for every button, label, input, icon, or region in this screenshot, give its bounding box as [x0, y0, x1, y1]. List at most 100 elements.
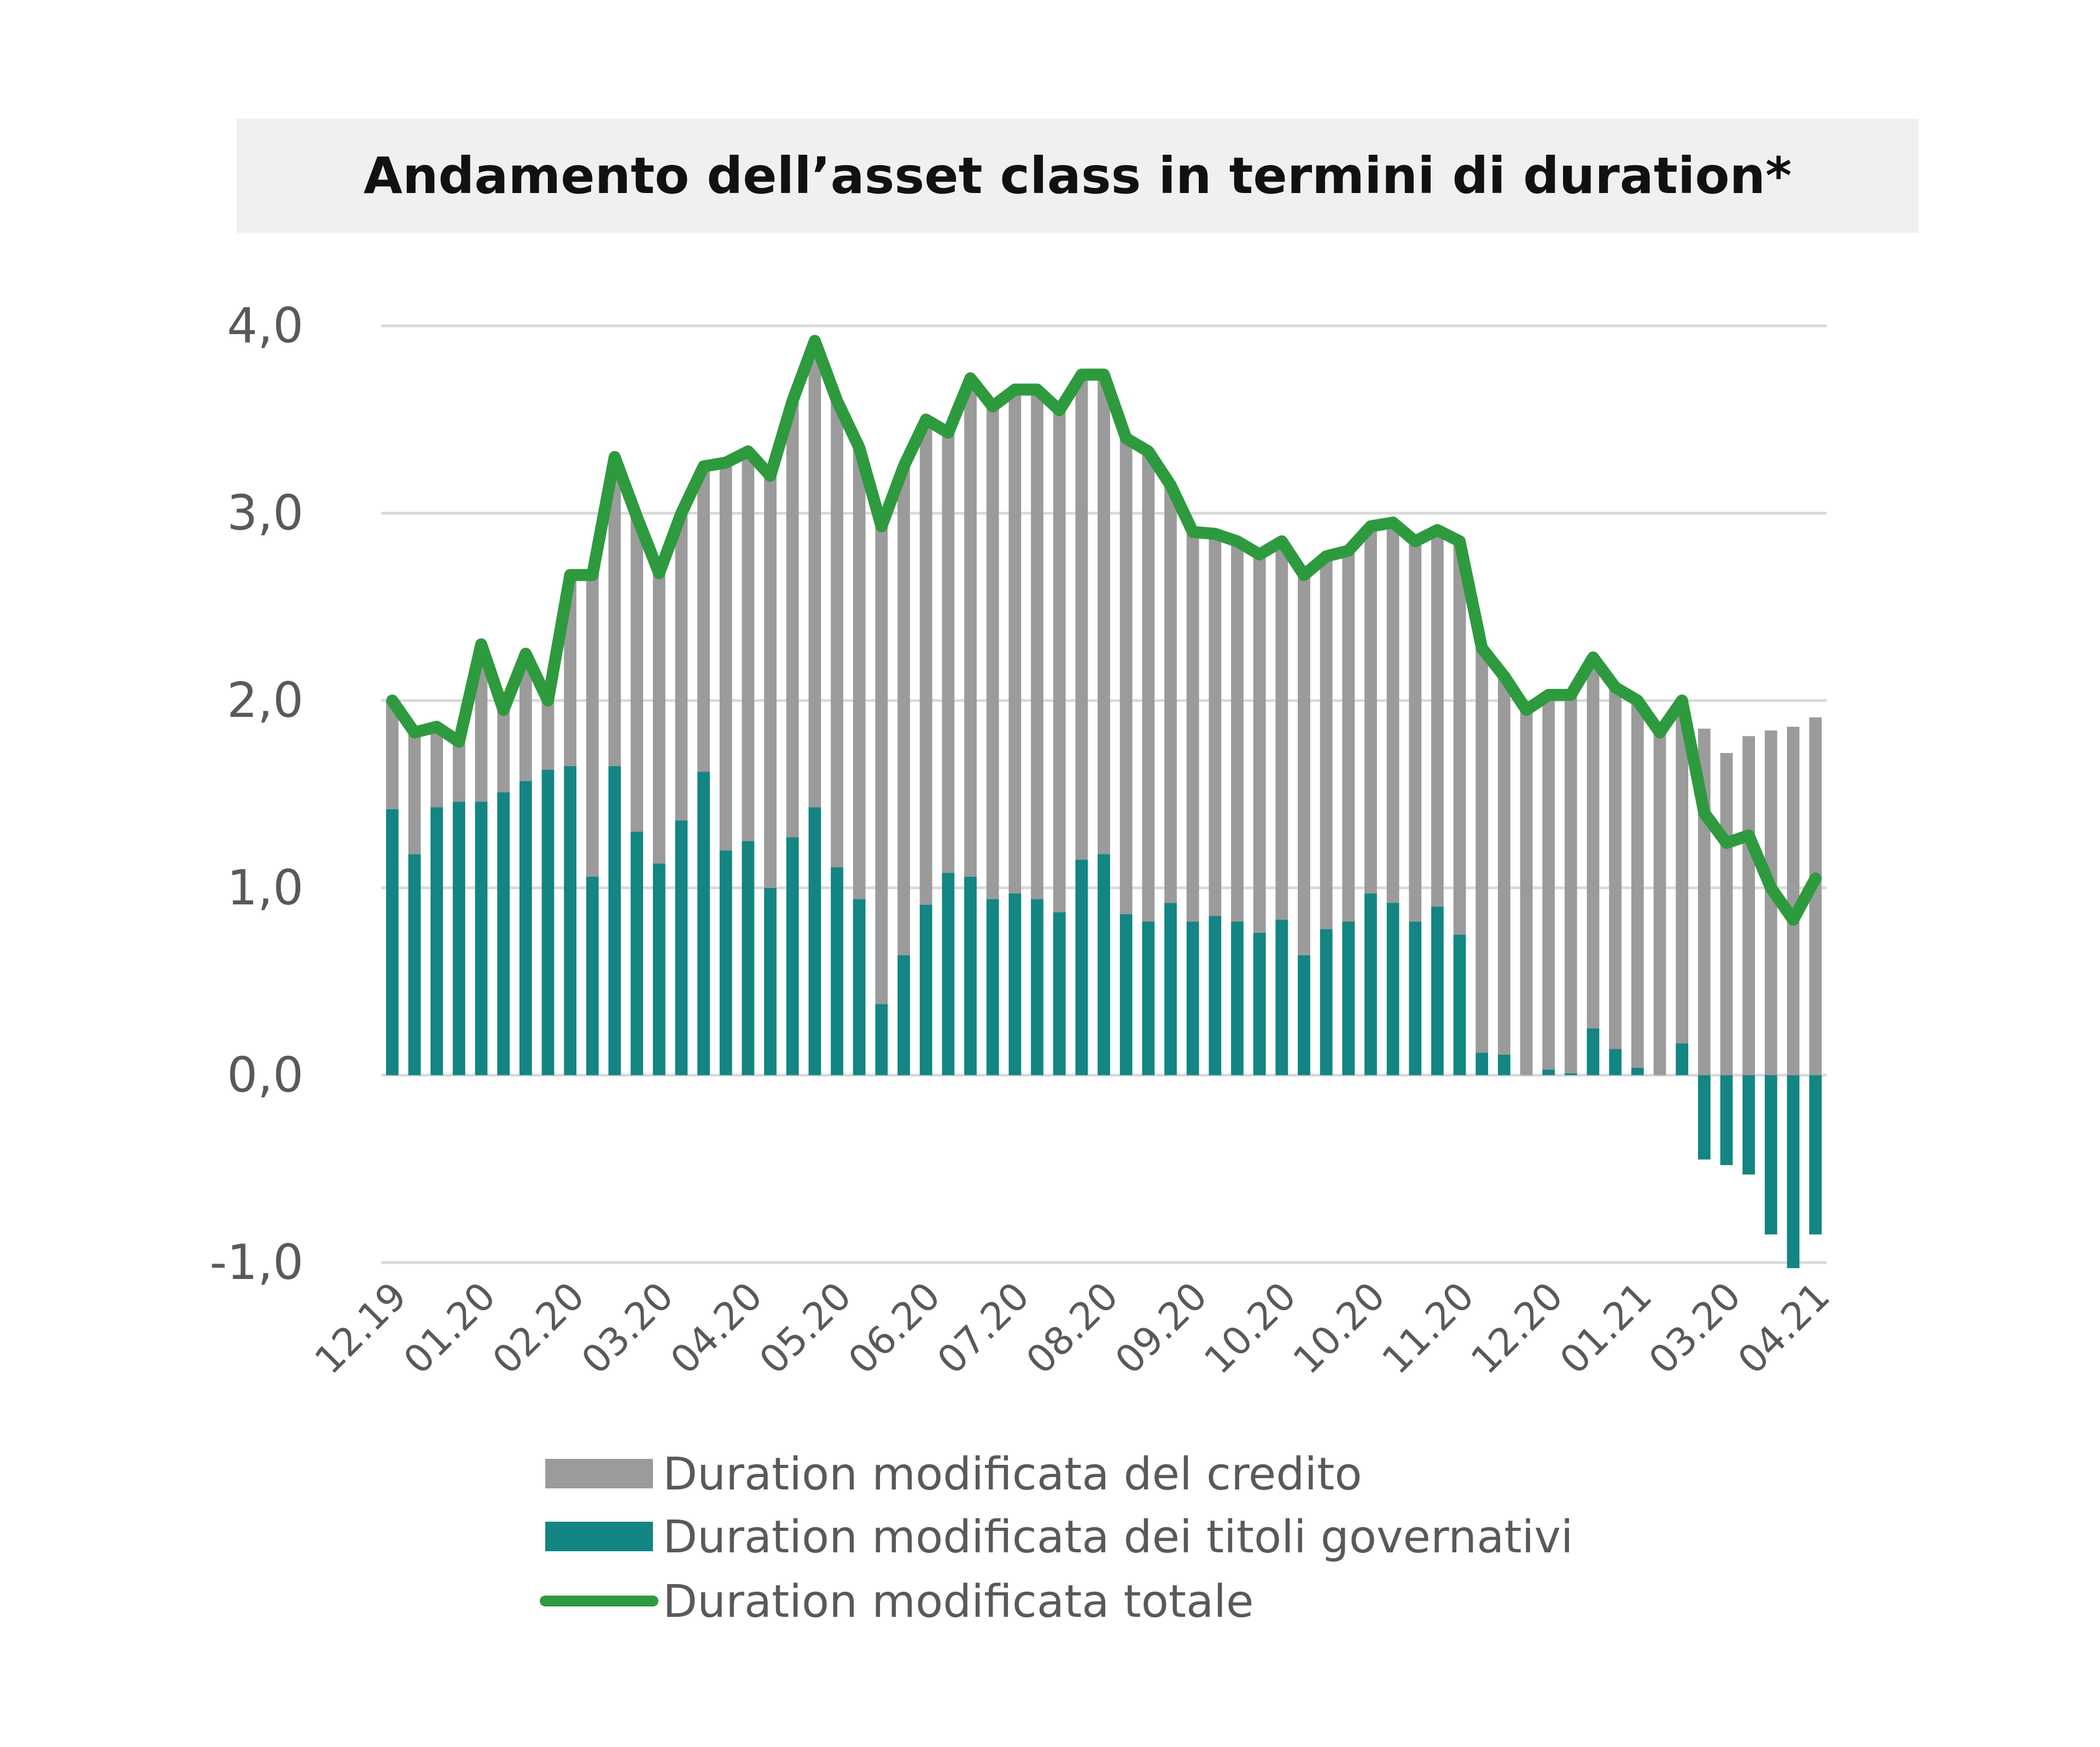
bar-credito	[1542, 694, 1555, 1070]
x-tick-label: 05.20	[751, 1273, 860, 1383]
bar-governativi	[652, 863, 666, 1076]
bar-credito	[541, 700, 555, 770]
bar-credito	[897, 466, 910, 956]
x-axis-ticks: 12.1901.2002.2003.2004.2005.2006.2007.20…	[306, 1273, 1839, 1383]
bar-governativi	[853, 899, 866, 1076]
bar-credito	[919, 419, 932, 905]
bar-governativi	[1075, 860, 1088, 1076]
bar-credito	[652, 573, 666, 864]
bar-governativi	[719, 850, 732, 1076]
bar-governativi	[942, 873, 955, 1076]
bar-credito	[742, 451, 755, 842]
x-tick-label: 12.20	[1462, 1273, 1572, 1383]
x-tick-label: 04.20	[662, 1273, 771, 1383]
bar-credito	[1653, 732, 1666, 1076]
y-axis-ticks: 4,0 3,0 2,0 1,0 0,0 -1,0	[209, 297, 304, 1290]
bar-governativi	[875, 1004, 888, 1076]
bar-credito	[1008, 389, 1022, 894]
bar-governativi	[1231, 921, 1244, 1076]
bar-governativi	[764, 887, 777, 1076]
bar-governativi	[1586, 1028, 1600, 1076]
bar-governativi	[697, 772, 710, 1076]
legend-label: Duration modificata del credito	[663, 1448, 1362, 1500]
bar-credito	[1764, 731, 1777, 1076]
bar-credito	[697, 466, 710, 772]
bar-credito	[1186, 531, 1199, 922]
bar-credito	[764, 476, 777, 888]
bar-governativi	[1320, 929, 1333, 1076]
bar-governativi	[1298, 955, 1310, 1076]
x-tick-label: 03.20	[573, 1273, 682, 1383]
bar-governativi	[1053, 912, 1066, 1076]
bar-governativi	[586, 877, 599, 1076]
bar-credito	[1586, 657, 1600, 1029]
bar-credito	[452, 741, 465, 802]
legend-swatch-1	[545, 1522, 653, 1551]
bar-governativi	[831, 867, 843, 1076]
bar-governativi	[475, 802, 488, 1076]
bar-governativi	[564, 766, 577, 1076]
bar-credito	[497, 710, 510, 793]
bar-credito	[386, 700, 399, 809]
bar-governativi	[897, 955, 910, 1076]
bar-governativi	[408, 854, 421, 1076]
bar-governativi	[786, 837, 799, 1076]
bar-credito	[808, 341, 821, 808]
legend: Duration modificata del credito Duration …	[540, 1448, 1573, 1628]
bar-credito	[675, 513, 688, 821]
bar-governativi	[1565, 1073, 1577, 1076]
bar-credito	[1809, 717, 1822, 1076]
bar-credito	[875, 526, 888, 1004]
bar-credito	[831, 401, 843, 868]
bar-governativi	[1342, 921, 1355, 1076]
bar-governativi	[608, 766, 621, 1076]
bar-credito	[519, 653, 532, 781]
bar-governativi	[986, 899, 999, 1076]
x-tick-label: 07.20	[929, 1273, 1038, 1383]
bars	[386, 341, 1822, 1269]
bar-credito	[1475, 648, 1489, 1053]
bar-credito	[1164, 485, 1177, 903]
chart-title-box: Andamento dell’asset class in termini di…	[237, 119, 1918, 233]
bar-governativi	[1475, 1053, 1489, 1076]
y-tick-label: 4,0	[227, 297, 304, 354]
x-tick-label: 10.20	[1285, 1273, 1394, 1383]
bar-credito	[1075, 375, 1088, 860]
legend-label: Duration modificata totale	[663, 1576, 1254, 1628]
x-tick-label: 03.20	[1640, 1273, 1749, 1383]
y-tick-label: 3,0	[227, 485, 304, 541]
bar-credito	[1409, 541, 1422, 922]
bar-credito	[1275, 541, 1288, 920]
bar-credito	[1453, 541, 1466, 935]
bar-credito	[1565, 694, 1577, 1073]
bar-credito	[1609, 687, 1622, 1049]
y-tick-label: 0,0	[227, 1047, 304, 1103]
bar-credito	[942, 433, 955, 873]
bar-governativi	[541, 769, 555, 1076]
x-tick-label: 01.20	[395, 1273, 504, 1383]
bar-governativi	[808, 807, 821, 1076]
bar-governativi	[1186, 921, 1199, 1076]
bar-governativi	[675, 820, 688, 1076]
bar-governativi	[919, 904, 932, 1076]
bar-governativi	[1364, 893, 1377, 1076]
bar-governativi	[1631, 1067, 1644, 1076]
bar-credito	[1787, 727, 1800, 1076]
legend-label: Duration modificata dei titoli governati…	[663, 1511, 1573, 1563]
bar-governativi	[1409, 921, 1422, 1076]
bar-governativi	[1698, 1075, 1711, 1160]
bar-governativi	[1142, 921, 1155, 1076]
total-line-layer	[386, 335, 1822, 926]
bar-credito	[1231, 541, 1244, 922]
bar-credito	[430, 727, 444, 808]
bar-credito	[1253, 554, 1266, 933]
y-tick-label: 2,0	[227, 672, 304, 728]
bar-credito	[853, 447, 866, 899]
bar-credito	[1676, 700, 1689, 1044]
bar-governativi	[430, 807, 444, 1076]
bar-governativi	[631, 832, 643, 1076]
bar-governativi	[964, 877, 977, 1076]
bar-governativi	[1209, 916, 1222, 1076]
y-tick-label: -1,0	[209, 1234, 304, 1290]
bar-credito	[1631, 700, 1644, 1068]
